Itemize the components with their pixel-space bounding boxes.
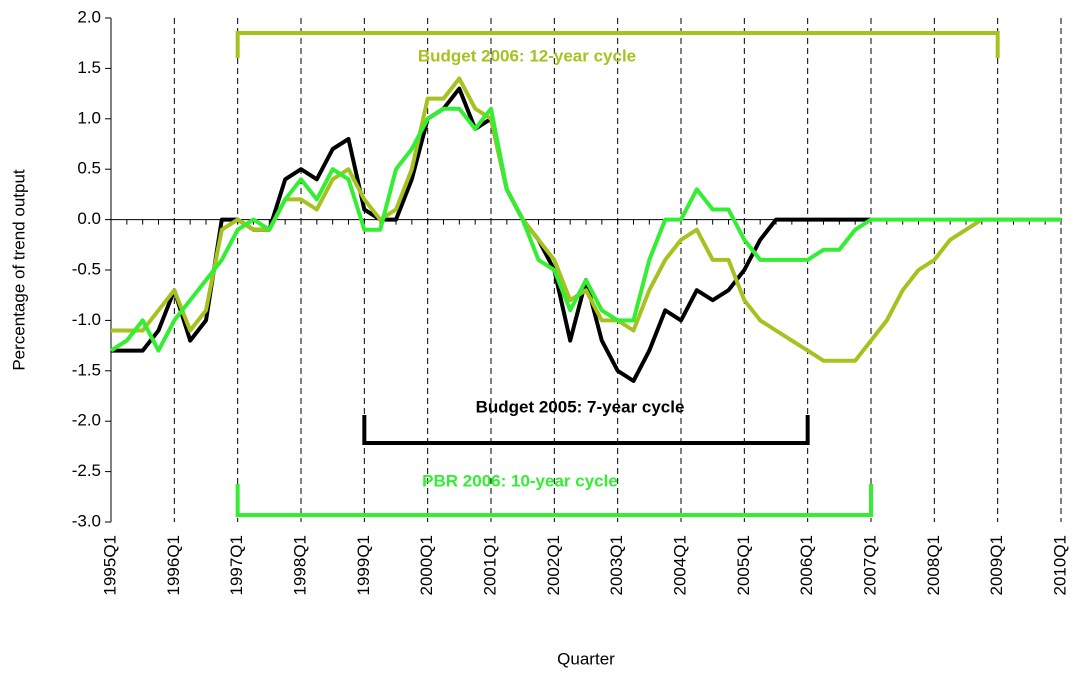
- x-tick-label: 1998Q1: [290, 535, 309, 596]
- annotation: Budget 2006: 12-year cycle: [418, 46, 636, 65]
- x-tick-label: 2005Q1: [734, 535, 753, 596]
- y-tick-label: 0.5: [77, 159, 101, 178]
- y-tick-label: 2.0: [77, 7, 101, 26]
- x-tick-label: 2009Q1: [987, 535, 1006, 596]
- x-tick-label: 2006Q1: [797, 535, 816, 596]
- x-tick-label: 2008Q1: [924, 535, 943, 596]
- cycle-bracket: [235, 31, 1000, 58]
- x-tick-label: 2010Q1: [1050, 535, 1069, 596]
- annotation: Budget 2005: 7-year cycle: [476, 397, 685, 416]
- x-tick-label: 1997Q1: [227, 535, 246, 596]
- y-tick-label: 1.0: [77, 108, 101, 127]
- x-tick-label: 2003Q1: [607, 535, 626, 596]
- x-tick-label: 2001Q1: [480, 535, 499, 596]
- y-tick-label: -1.0: [72, 310, 101, 329]
- y-tick-label: -3.0: [72, 511, 101, 530]
- series-line: [109, 106, 1061, 353]
- annotation: PBR 2006: 10-year cycle: [422, 471, 618, 490]
- x-tick-label: 1995Q1: [100, 535, 119, 596]
- x-tick-label: 2004Q1: [670, 535, 689, 596]
- y-tick-label: -1.5: [72, 360, 101, 379]
- y-tick-label: -2.5: [72, 461, 101, 480]
- y-tick-label: -0.5: [72, 259, 101, 278]
- y-axis-label: Percentage of trend output: [9, 169, 28, 371]
- cycle-bracket: [235, 484, 873, 517]
- x-tick-label: 2007Q1: [860, 535, 879, 596]
- x-tick-label: 1996Q1: [164, 535, 183, 596]
- y-tick-label: 0.0: [77, 209, 101, 228]
- x-tick-label: 2002Q1: [544, 535, 563, 596]
- x-tick-label: 1999Q1: [354, 535, 373, 596]
- y-tick-label: -2.0: [72, 411, 101, 430]
- x-axis-label: Quarter: [557, 649, 615, 668]
- x-tick-label: 2000Q1: [417, 535, 436, 596]
- cycle-bracket: [362, 415, 810, 445]
- y-tick-label: 1.5: [77, 58, 101, 77]
